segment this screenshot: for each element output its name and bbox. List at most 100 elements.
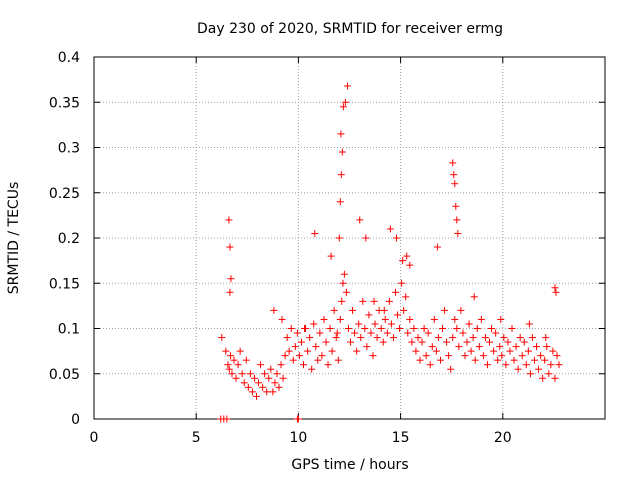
data-point xyxy=(322,338,330,346)
data-point xyxy=(502,361,510,369)
data-point xyxy=(537,352,545,360)
data-point xyxy=(338,297,346,305)
data-point xyxy=(481,334,489,342)
data-point xyxy=(226,288,234,296)
data-point xyxy=(432,347,440,355)
data-point xyxy=(340,270,348,278)
data-point xyxy=(414,334,422,342)
data-point xyxy=(469,334,477,342)
data-point xyxy=(310,320,318,328)
data-point xyxy=(514,365,522,373)
data-point xyxy=(373,334,381,342)
data-point xyxy=(528,334,536,342)
data-point xyxy=(285,347,293,355)
data-point xyxy=(420,325,428,332)
data-point xyxy=(333,329,341,337)
data-point xyxy=(365,311,373,319)
data-point xyxy=(234,361,242,369)
data-point xyxy=(297,338,305,346)
data-point xyxy=(355,320,363,328)
data-point xyxy=(525,320,533,328)
data-point xyxy=(259,383,267,391)
data-point xyxy=(402,293,410,301)
data-point xyxy=(387,320,395,328)
data-point xyxy=(518,352,526,360)
data-point xyxy=(543,343,551,351)
data-point xyxy=(362,234,370,242)
data-point xyxy=(339,103,347,111)
y-tick-label: 0 xyxy=(71,412,80,428)
data-point xyxy=(467,347,475,355)
data-point xyxy=(289,356,297,364)
data-point xyxy=(227,352,235,360)
data-point xyxy=(269,388,277,396)
data-point xyxy=(396,325,404,332)
data-point xyxy=(257,361,265,369)
data-point xyxy=(545,370,553,378)
data-point xyxy=(520,338,528,346)
data-point xyxy=(449,334,457,342)
data-point xyxy=(369,352,377,360)
data-point xyxy=(541,356,549,364)
data-point xyxy=(406,261,414,269)
data-point xyxy=(490,347,498,355)
data-point xyxy=(459,329,467,337)
data-point xyxy=(344,325,352,332)
data-point xyxy=(236,347,244,355)
data-point xyxy=(399,257,407,265)
data-point xyxy=(223,415,231,423)
data-point xyxy=(351,329,359,337)
data-point xyxy=(218,334,226,342)
data-point xyxy=(465,320,473,328)
data-point xyxy=(473,325,481,332)
data-point xyxy=(494,356,502,364)
data-point xyxy=(250,374,258,382)
data-point xyxy=(252,392,260,400)
data-point xyxy=(370,297,378,305)
data-point xyxy=(445,352,453,360)
data-point xyxy=(320,315,328,323)
data-point xyxy=(522,361,530,369)
data-point xyxy=(318,352,326,360)
data-point xyxy=(227,275,235,283)
data-point xyxy=(470,293,478,301)
data-point xyxy=(434,334,442,342)
data-point xyxy=(367,329,375,337)
data-point xyxy=(451,315,459,323)
data-point xyxy=(386,225,394,233)
data-point xyxy=(371,320,379,328)
data-point xyxy=(510,356,518,364)
data-point xyxy=(225,216,233,224)
data-point xyxy=(361,325,369,332)
data-point xyxy=(506,347,514,355)
data-point xyxy=(270,306,278,314)
data-point xyxy=(428,343,436,351)
data-point xyxy=(300,361,308,369)
data-point xyxy=(279,374,287,382)
data-point xyxy=(498,352,506,360)
y-tick-label: 0.4 xyxy=(58,50,80,66)
data-point xyxy=(508,325,516,332)
data-point xyxy=(406,315,414,323)
data-point xyxy=(463,338,471,346)
data-point xyxy=(291,343,299,351)
data-point xyxy=(451,180,459,188)
data-point xyxy=(453,325,461,332)
data-point xyxy=(349,306,357,314)
data-point xyxy=(416,356,424,364)
data-point xyxy=(363,343,371,351)
data-points xyxy=(217,82,563,423)
data-point xyxy=(306,334,314,342)
data-point xyxy=(492,329,500,337)
data-point xyxy=(475,343,483,351)
data-point xyxy=(332,334,340,342)
data-point xyxy=(335,234,343,242)
x-axis-label: GPS time / hours xyxy=(291,457,408,473)
data-point xyxy=(261,370,269,378)
data-point xyxy=(225,365,233,373)
data-point xyxy=(533,343,541,351)
x-tick-label: 0 xyxy=(90,430,99,446)
data-point xyxy=(504,338,512,346)
data-point xyxy=(379,338,387,346)
data-point xyxy=(383,329,391,337)
